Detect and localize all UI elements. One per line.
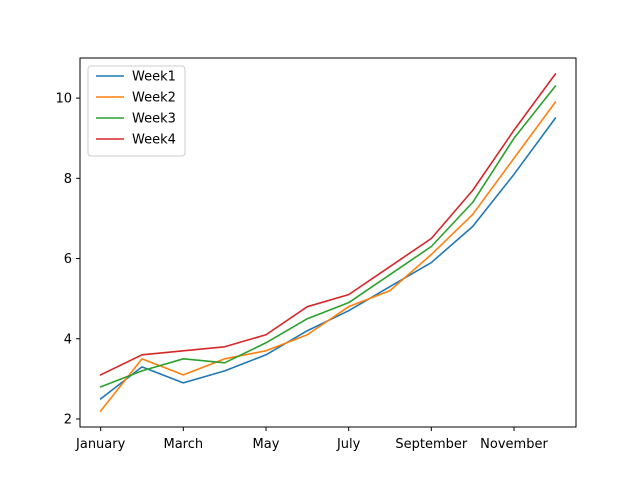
x-tick-label: July <box>336 437 361 452</box>
series-layer <box>99 72 557 413</box>
series-line-week4 <box>99 72 557 376</box>
x-tick-label: March <box>164 437 204 452</box>
y-tick-label: 10 <box>55 92 72 107</box>
legend-label: Week4 <box>132 133 176 148</box>
series-line-week1 <box>99 117 557 401</box>
x-tick-label: September <box>395 437 468 452</box>
series-line-week3 <box>99 84 557 388</box>
y-tick-label: 2 <box>64 412 72 427</box>
axes-frame <box>79 57 577 428</box>
y-axis: 2 4 6 8 10 <box>55 92 80 427</box>
x-tick-label: November <box>480 437 548 452</box>
y-tick-label: 6 <box>64 252 72 267</box>
x-axis: January March May July September November <box>75 427 548 452</box>
legend-label: Week2 <box>132 91 176 106</box>
legend-box <box>87 65 186 157</box>
legend: Week1 Week2 Week3 Week4 <box>87 65 186 157</box>
y-tick-label: 8 <box>64 172 72 187</box>
x-tick-label: January <box>75 437 126 452</box>
x-tick-label: May <box>253 437 280 452</box>
y-tick-label: 4 <box>64 332 72 347</box>
legend-label: Week1 <box>132 70 176 85</box>
series-line-week2 <box>99 101 557 413</box>
legend-label: Week3 <box>132 112 176 127</box>
